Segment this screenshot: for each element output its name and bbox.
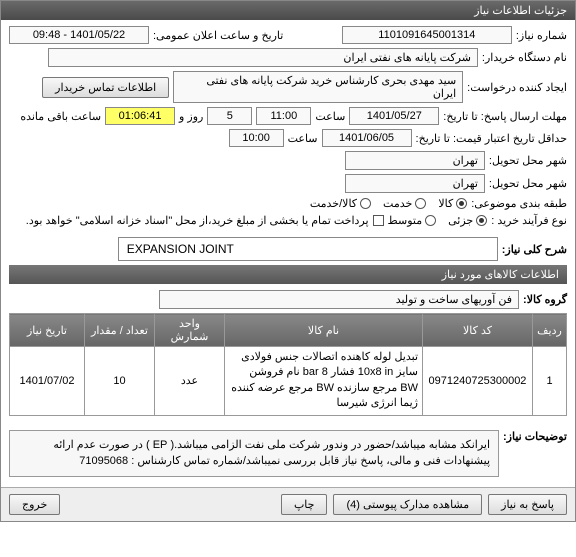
notes-label: توضیحات نیاز: [503,424,567,443]
buy-note: پرداخت تمام یا بخشی از مبلغ خرید،از محل … [26,214,369,227]
print-button[interactable]: چاپ [281,494,328,515]
contact-button[interactable]: اطلاعات تماس خریدار [42,77,169,98]
remain-label: ساعت باقی مانده [20,110,101,123]
radio-service[interactable]: خدمت [383,197,426,210]
category-label: طبقه بندی موضوعی: [471,197,567,210]
goods-group-field: فن آوریهای ساخت و تولید [159,290,519,309]
radio-goods[interactable]: کالا [438,197,467,210]
announce-field: 1401/05/22 - 09:48 [9,26,149,44]
buyer-field: شرکت پایانه های نفتی ایران [48,48,478,67]
reply-button[interactable]: پاسخ به نیاز [488,494,567,515]
row-buy-type: نوع فرآیند خرید : جزئی متوسط پرداخت تمام… [9,214,567,227]
row-buyer: نام دستگاه خریدار: شرکت پایانه های نفتی … [9,48,567,67]
deadline-label: مهلت ارسال پاسخ: تا تاریخ: [443,110,567,123]
need-no-label: شماره نیاز: [516,29,567,42]
table-header-row: ردیف کد کالا نام کالا واحد شمارش تعداد /… [10,314,567,347]
panel-body: شماره نیاز: 1101091645001314 تاریخ و ساع… [1,20,575,487]
row-delivery-city: شهر محل تحویل: تهران [9,151,567,170]
delivery-city-label: شهر محل تحویل: [489,154,567,167]
price-valid-date: 1401/06/05 [322,129,412,147]
deadline-date: 1401/05/27 [349,107,439,125]
panel-title: جزئیات اطلاعات نیاز [1,1,575,20]
radio-dot-icon [456,198,467,209]
radio-goods-service-label: کالا/خدمت [310,197,357,210]
notes-box: ایرانکد مشابه میباشد/حضور در وندور شرکت … [9,430,499,477]
cell-date: 1401/07/02 [10,347,85,416]
radio-buy-mid[interactable]: متوسط [388,214,437,227]
price-valid-time: 10:00 [229,129,284,147]
th-date: تاریخ نیاز [10,314,85,347]
radio-dot-icon [415,198,426,209]
cell-qty: 10 [85,347,155,416]
cell-code: 0971240725300002 [423,347,533,416]
table-row[interactable]: 1 0971240725300002 تبدیل لوله کاهنده اتص… [10,347,567,416]
cell-name: تبدیل لوله کاهنده اتصالات جنس فولادی سای… [225,347,423,416]
th-name: نام کالا [225,314,423,347]
goods-group-label: گروه کالا: [523,293,567,306]
attachments-button[interactable]: مشاهده مدارک پیوستی (4) [333,494,482,515]
radio-dot-icon [476,215,487,226]
time-label-1: ساعت [315,110,345,123]
row-notes: توضیحات نیاز: ایرانکد مشابه میباشد/حضور … [9,424,567,477]
exit-button[interactable]: خروج [9,494,60,515]
cell-unit: عدد [155,347,225,416]
buy-type-radio-group: جزئی متوسط [388,214,488,227]
radio-buy-low-label: جزئی [448,214,473,227]
buyer-label: نام دستگاه خریدار: [482,51,567,64]
delivery-city-field: تهران [345,151,485,170]
radio-dot-icon [425,215,436,226]
radio-dot-icon [360,198,371,209]
category-radio-group: کالا خدمت کالا/خدمت [310,197,467,210]
treasury-checkbox[interactable] [373,215,384,226]
goods-table: ردیف کد کالا نام کالا واحد شمارش تعداد /… [9,313,567,416]
radio-goods-service[interactable]: کالا/خدمت [310,197,371,210]
row-deadline: مهلت ارسال پاسخ: تا تاریخ: 1401/05/27 سا… [9,107,567,125]
th-qty: تعداد / مقدار [85,314,155,347]
row-price-valid: حداقل تاریخ اعتبار قیمت: تا تاریخ: 1401/… [9,129,567,147]
cell-idx: 1 [533,347,567,416]
announce-label: تاریخ و ساعت اعلان عمومی: [153,29,283,42]
service-city-label: شهر محل تحویل: [489,177,567,190]
deadline-time: 11:00 [256,107,311,125]
row-goods-group: گروه کالا: فن آوریهای ساخت و تولید [9,290,567,309]
need-no-field: 1101091645001314 [342,26,512,44]
row-service-city: شهر محل تحویل: تهران [9,174,567,193]
desc-label: شرح کلی نیاز: [502,243,567,256]
time-label-2: ساعت [288,132,318,145]
radio-buy-mid-label: متوسط [388,214,423,227]
days-field: 5 [207,107,252,125]
radio-service-label: خدمت [383,197,412,210]
remain-time: 01:06:41 [105,107,175,125]
requester-label: ایجاد کننده درخواست: [467,81,567,94]
goods-section-header: اطلاعات کالاهای مورد نیاز [9,265,567,284]
row-requester: ایجاد کننده درخواست: سید مهدی بحری کارشن… [9,71,567,103]
requester-field: سید مهدی بحری کارشناس خرید شرکت پایانه ه… [173,71,463,103]
radio-goods-label: کالا [438,197,453,210]
desc-field: EXPANSION JOINT [118,237,498,261]
days-label: روز و [179,110,203,123]
row-category: طبقه بندی موضوعی: کالا خدمت کالا/خدمت [9,197,567,210]
row-need-announce: شماره نیاز: 1101091645001314 تاریخ و ساع… [9,26,567,44]
radio-buy-low[interactable]: جزئی [448,214,487,227]
th-idx: ردیف [533,314,567,347]
row-desc: شرح کلی نیاز: EXPANSION JOINT [9,237,567,261]
service-city-field: تهران [345,174,485,193]
button-bar: پاسخ به نیاز مشاهده مدارک پیوستی (4) چاپ… [1,487,575,521]
buy-type-label: نوع فرآیند خرید : [491,214,567,227]
th-code: کد کالا [423,314,533,347]
main-panel: جزئیات اطلاعات نیاز شماره نیاز: 11010916… [0,0,576,522]
price-valid-label: حداقل تاریخ اعتبار قیمت: تا تاریخ: [416,132,567,145]
th-unit: واحد شمارش [155,314,225,347]
